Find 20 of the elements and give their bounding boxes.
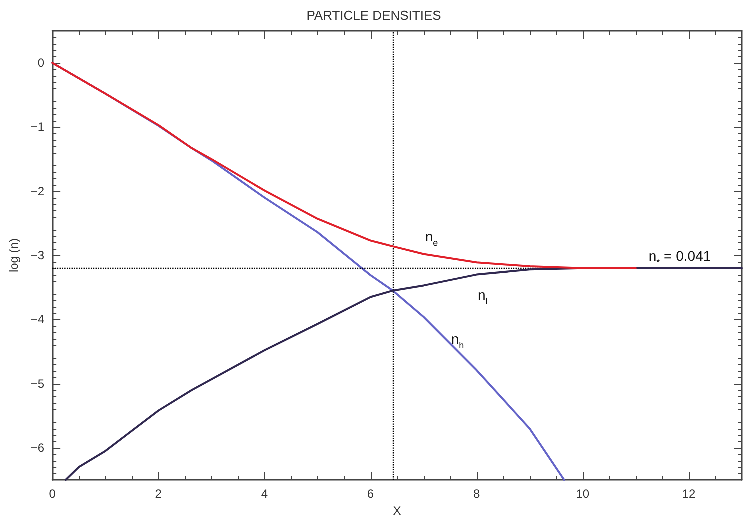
y-tick-label: −4 xyxy=(30,312,45,327)
line-series xyxy=(52,62,637,270)
y-tick-label: −2 xyxy=(30,184,45,198)
x-tick-label: 8 xyxy=(473,487,480,502)
chart-title: PARTICLE DENSITIES xyxy=(306,8,442,23)
x-tick-label: 6 xyxy=(367,487,374,502)
y-tick-label: 0 xyxy=(38,56,45,70)
y-tick-label: −1 xyxy=(30,120,45,134)
x-axis-title: X xyxy=(393,504,402,518)
x-tick-label: 2 xyxy=(155,487,162,502)
y-tick-label: −3 xyxy=(30,248,45,263)
line-series xyxy=(64,267,743,482)
annotation: n* = 0.041 xyxy=(648,248,712,268)
y-tick-label: −6 xyxy=(30,441,45,456)
x-tick-label: 12 xyxy=(682,487,696,502)
x-tick-label: 10 xyxy=(576,487,590,502)
x-tick-label: 0 xyxy=(49,487,56,502)
x-tick-label: 4 xyxy=(261,487,268,502)
y-tick-label: −5 xyxy=(30,376,45,391)
y-axis-title: log (n) xyxy=(7,238,21,273)
